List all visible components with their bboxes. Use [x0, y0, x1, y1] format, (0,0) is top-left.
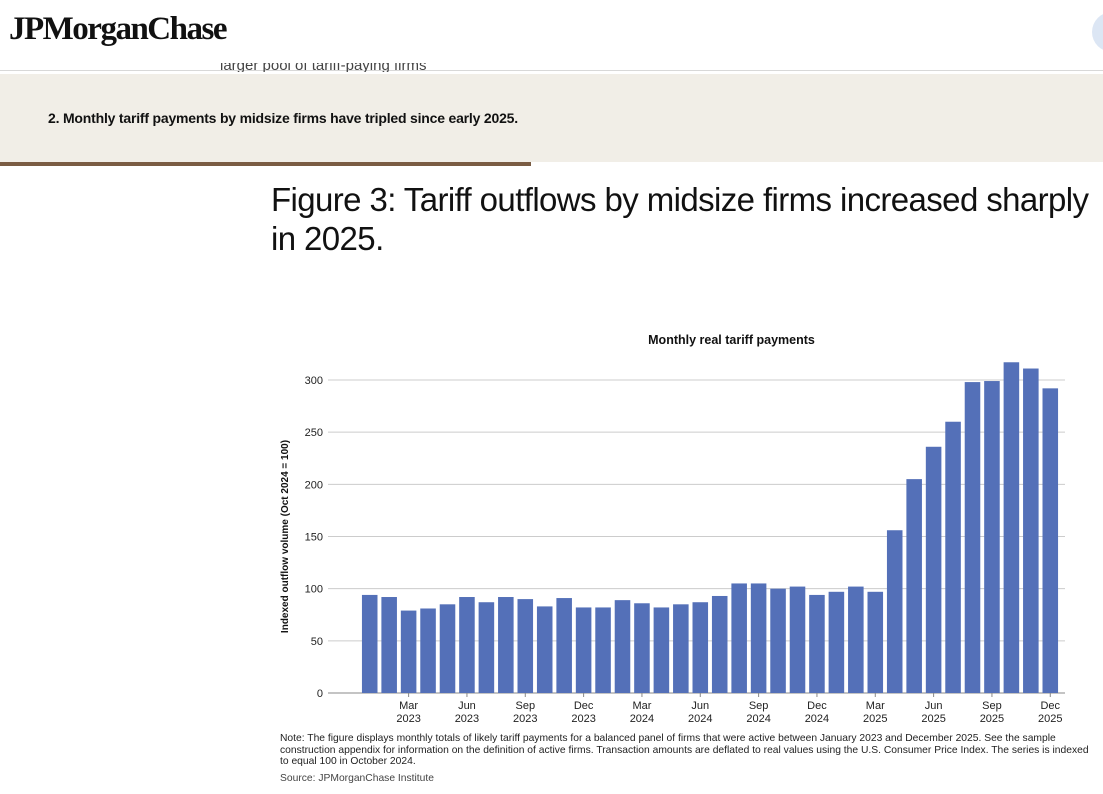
bar-may-2025: [906, 479, 922, 693]
bar-oct-2024: [770, 588, 786, 693]
x-tick-month: Mar: [866, 700, 885, 712]
bar-jul-2024: [711, 595, 728, 693]
x-tick-year: 2023: [455, 713, 479, 725]
bar-may-2023: [439, 604, 456, 693]
bar-nov-2023: [556, 598, 572, 693]
bar-may-2024: [673, 604, 689, 693]
y-tick-label: 200: [305, 479, 323, 491]
x-tick-year: 2024: [688, 713, 712, 725]
bar-aug-2025: [964, 382, 981, 693]
figure-title: Figure 3: Tariff outflows by midsize fir…: [271, 181, 1089, 257]
x-tick-month: Sep: [515, 700, 535, 712]
bar-mar-2025: [867, 591, 884, 693]
x-tick-month: Mar: [399, 700, 418, 712]
x-tick-year: 2024: [630, 713, 654, 725]
bar-jul-2025: [945, 421, 961, 693]
x-tick-year: 2025: [921, 713, 945, 725]
x-tick-month: Sep: [749, 700, 769, 712]
bar-dec-2023: [575, 607, 592, 693]
bar-jul-2023: [478, 602, 495, 693]
section-title: 2. Monthly tariff payments by midsize fi…: [48, 110, 518, 126]
y-tick-label: 150: [305, 532, 323, 544]
x-tick-month: Dec: [1040, 700, 1060, 712]
x-tick-year: 2025: [863, 713, 887, 725]
section-heading-band: [0, 74, 1103, 162]
user-avatar-icon[interactable]: [1092, 12, 1103, 52]
chart-title: Monthly real tariff payments: [648, 333, 815, 347]
bar-sep-2024: [750, 583, 767, 693]
bar-aug-2023: [498, 597, 514, 693]
bar-jun-2023: [459, 597, 475, 693]
y-tick-label: 0: [317, 688, 323, 700]
bar-feb-2025: [848, 586, 864, 693]
y-tick-label: 300: [305, 375, 323, 387]
bar-jan-2023: [361, 594, 378, 693]
bar-feb-2023: [381, 597, 397, 693]
bar-mar-2023: [400, 610, 417, 693]
x-tick-month: Mar: [632, 700, 651, 712]
bar-aug-2024: [731, 583, 747, 693]
y-tick-label: 250: [305, 427, 323, 439]
bar-jun-2024: [692, 602, 709, 693]
bar-feb-2024: [614, 600, 631, 693]
y-tick-label: 50: [311, 636, 323, 648]
bar-oct-2025: [1003, 362, 1020, 693]
figure-source: Source: JPMorganChase Institute: [280, 773, 434, 784]
site-header: JPMorganChase: [0, 0, 1103, 71]
x-tick-month: Jun: [925, 700, 943, 712]
x-tick-month: Dec: [574, 700, 594, 712]
jpmorganchase-logo[interactable]: JPMorganChase: [9, 11, 227, 47]
bar-sep-2025: [984, 381, 1000, 693]
bar-mar-2024: [634, 603, 650, 693]
bar-apr-2023: [420, 608, 436, 693]
bar-jun-2025: [925, 446, 942, 693]
bar-jan-2025: [828, 591, 845, 693]
x-tick-year: 2023: [396, 713, 420, 725]
bar-oct-2023: [536, 606, 553, 693]
x-tick-month: Jun: [458, 700, 476, 712]
y-axis-label: Indexed outflow volume (Oct 2024 = 100): [280, 440, 291, 633]
bar-sep-2023: [517, 599, 534, 693]
x-tick-year: 2024: [746, 713, 770, 725]
bar-jan-2024: [595, 607, 611, 693]
bar-dec-2025: [1042, 388, 1059, 693]
bar-apr-2025: [886, 530, 903, 693]
bar-apr-2024: [653, 607, 670, 693]
bar-chart: Monthly real tariff payments 0 50 100 150 200…: [275, 325, 1095, 725]
figure-note: Note: The figure displays monthly totals…: [280, 733, 1089, 768]
x-tick-month: Dec: [807, 700, 827, 712]
chart-svg: Monthly real tariff payments 0 50 100 150 200…: [280, 333, 1065, 725]
x-tick-year: 2023: [513, 713, 537, 725]
bar-dec-2024: [809, 594, 825, 693]
bar-nov-2025: [1023, 368, 1039, 693]
bar-nov-2024: [789, 586, 806, 693]
x-tick-year: 2023: [571, 713, 595, 725]
y-tick-label: 100: [305, 584, 323, 596]
scrolled-text-fragment: larger pool of tariff-paying firms: [220, 63, 427, 72]
x-tick-year: 2024: [805, 713, 829, 725]
x-tick-year: 2025: [980, 713, 1004, 725]
x-tick-year: 2025: [1038, 713, 1062, 725]
x-tick-month: Sep: [982, 700, 1002, 712]
x-tick-month: Jun: [691, 700, 709, 712]
section-progress-rule: [0, 162, 531, 166]
